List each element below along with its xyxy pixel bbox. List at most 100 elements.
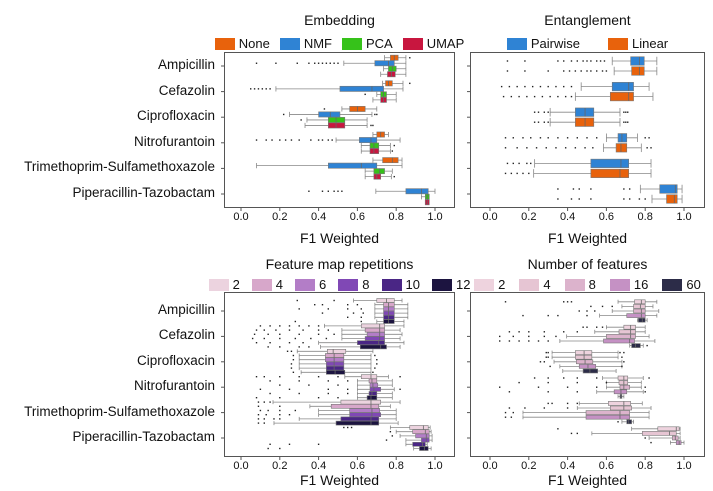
outlier-point [327,308,329,310]
legend-item[interactable]: 4 [519,277,551,292]
outlier-point [337,62,339,64]
outlier-point [308,346,310,348]
outlier-point [279,337,281,340]
outlier-point [308,190,310,192]
outlier-point [393,175,395,178]
box-12 [292,370,374,375]
box [619,384,630,390]
box-Linear [506,66,658,76]
outlier-point [327,380,329,382]
plot-frame [470,52,705,208]
box [575,117,595,127]
legend-item[interactable]: 2 [474,277,505,292]
outlier-point [537,340,540,342]
box-2 [582,324,646,330]
box-None [384,54,411,61]
outlier-point [541,95,544,98]
legend-item[interactable]: 6 [295,277,326,292]
legend-item[interactable]: 12 [431,277,470,292]
outlier-point [524,60,526,62]
outlier-point [530,162,532,165]
legend-label: 4 [275,277,284,292]
outlier-point [650,441,652,444]
outlier-point [288,342,291,344]
outlier-point [333,62,335,64]
box-Linear [533,117,629,127]
outlier-point [255,139,258,141]
outlier-point [563,301,565,303]
box [409,425,429,430]
outlier-point [265,88,267,90]
legend-item[interactable]: 60 [662,277,701,292]
outlier-point [288,325,291,327]
box [340,416,380,422]
outlier-point [524,407,526,409]
outlier-point [325,337,328,340]
outlier-point [267,333,269,335]
legend-item[interactable]: NMF [279,36,332,51]
legend-swatch [402,37,423,50]
box-4 [518,380,642,385]
box-12 [267,446,432,451]
outlier-point [302,329,304,331]
box [373,168,385,175]
box-4 [590,304,654,309]
x-axis-label: F1 Weighted [299,230,380,246]
legend-item[interactable]: UMAP [402,36,464,51]
legend-item[interactable]: 4 [251,277,284,292]
legend-item[interactable]: Linear [607,36,668,51]
legend-item[interactable]: 8 [564,277,596,292]
box [582,368,598,374]
box [383,314,395,320]
box [630,56,645,66]
x-axis-label: F1 Weighted [547,472,628,488]
box [631,66,645,76]
outlier-point [547,85,549,88]
outlier-point [308,325,310,327]
outlier-point [288,443,291,445]
legend-item[interactable]: 16 [609,277,648,292]
legend-item[interactable]: 10 [381,277,420,292]
outlier-point [251,337,254,340]
outlier-point [347,380,349,382]
outlier-point [522,137,524,139]
outlier-point [530,137,532,139]
x-tick-label: 0.2 [272,460,288,472]
legend-item[interactable]: 8 [338,277,370,292]
outlier-point [372,124,374,127]
legend-item[interactable]: Pairwise [506,36,580,51]
box-4 [570,431,681,436]
outlier-point [512,411,514,414]
box [631,343,641,348]
legend-label: Pairwise [530,36,580,51]
outlier-point [257,414,260,416]
box-10 [290,365,376,371]
outlier-point [547,377,549,379]
outlier-point [510,172,513,175]
outlier-point [518,331,520,333]
legend: None NMF PCA UMAP [214,36,464,51]
x-tick-label: 0.6 [349,460,366,472]
outlier-point [321,304,324,306]
box-6 [391,433,433,439]
outlier-point [376,363,378,365]
outlier-point [526,147,528,149]
outlier-point [557,314,559,317]
legend-item[interactable]: None [214,36,270,51]
outlier-point [374,367,376,369]
outlier-point [279,346,281,348]
outlier-point [376,359,378,361]
outlier-point [617,421,619,423]
outlier-point [343,426,345,429]
box [328,162,378,169]
legend-item[interactable]: PCA [341,36,393,51]
outlier-point [364,93,366,96]
outlier-point [279,405,281,407]
legend-item[interactable]: 2 [208,277,240,292]
x-tick-label: 0.8 [388,211,404,223]
outlier-point [574,147,577,149]
box-60 [637,317,648,323]
outlier-point [566,407,569,409]
chart-title: Number of features [527,256,648,272]
outlier-point [504,137,507,139]
